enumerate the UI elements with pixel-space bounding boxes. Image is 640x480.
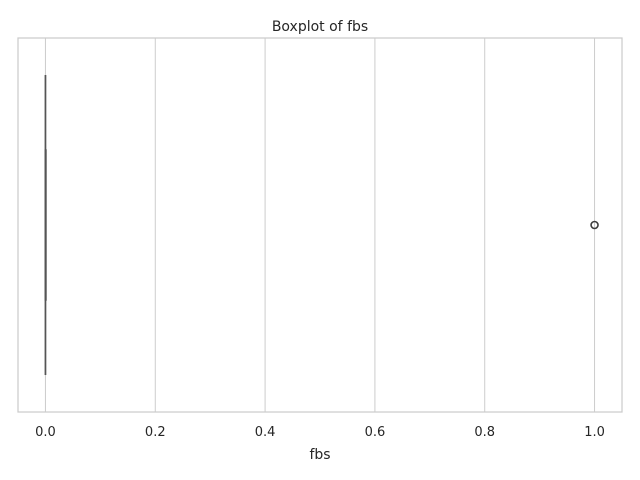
x-tick-label: 0.8 — [474, 425, 495, 440]
x-tick-label: 0.0 — [35, 425, 56, 440]
chart-title: Boxplot of fbs — [272, 19, 368, 35]
outlier-point — [590, 220, 599, 230]
x-tick-label: 1.0 — [584, 425, 605, 440]
x-tick-labels: 0.0 0.2 0.4 0.6 0.8 1.0 — [35, 425, 605, 440]
boxplot — [44, 75, 599, 375]
x-tick-label: 0.6 — [365, 425, 386, 440]
x-tick-label: 0.4 — [255, 425, 276, 440]
x-tick-label: 0.2 — [145, 425, 166, 440]
grid-lines — [44, 38, 596, 412]
x-axis-label: fbs — [309, 447, 330, 463]
plot-frame — [17, 37, 623, 413]
